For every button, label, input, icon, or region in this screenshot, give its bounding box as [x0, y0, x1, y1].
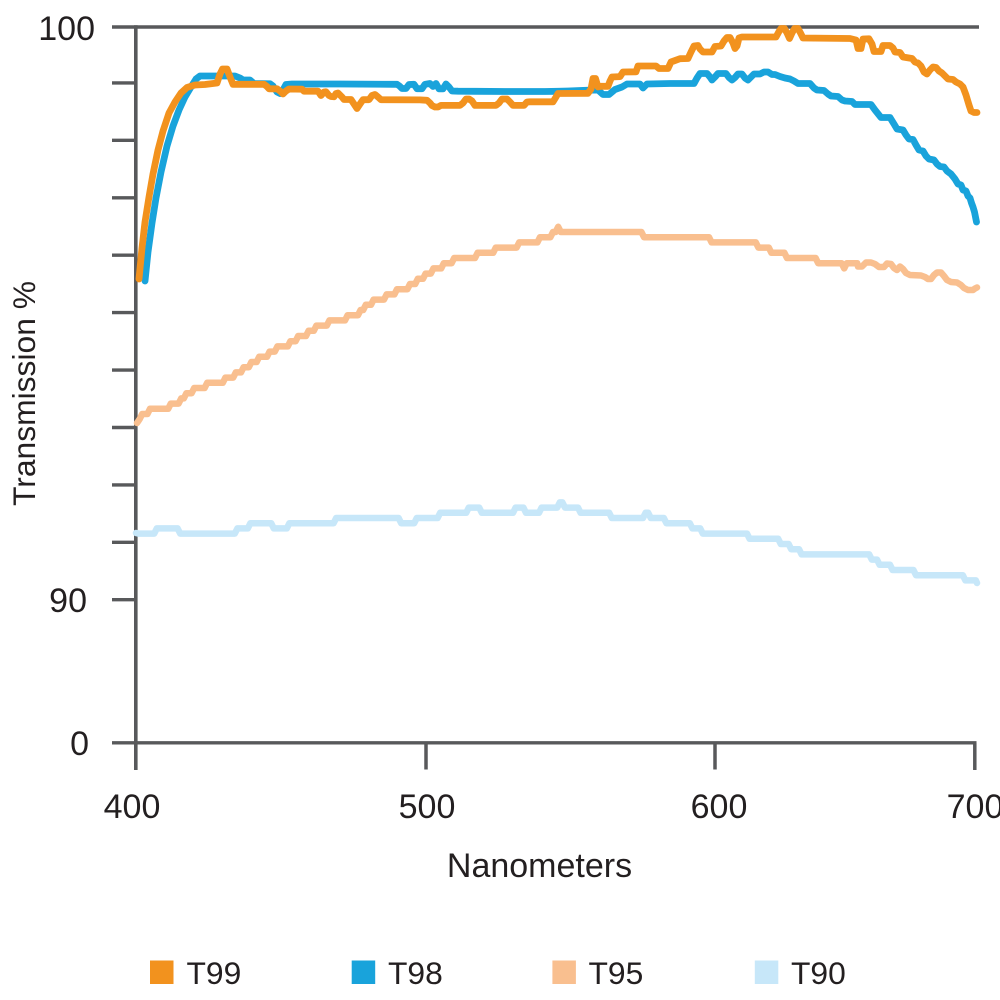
svg-text:100: 100 [38, 10, 95, 48]
svg-text:400: 400 [104, 788, 161, 826]
svg-text:500: 500 [399, 788, 456, 826]
svg-text:90: 90 [49, 582, 87, 620]
svg-text:700: 700 [947, 788, 1000, 826]
svg-text:600: 600 [691, 788, 748, 826]
svg-text:T98: T98 [388, 955, 443, 991]
svg-text:T90: T90 [791, 955, 846, 991]
svg-text:T99: T99 [187, 955, 242, 991]
svg-text:Transmission %: Transmission % [6, 281, 42, 506]
svg-text:T95: T95 [589, 955, 644, 991]
svg-text:Nanometers: Nanometers [447, 847, 632, 885]
svg-text:0: 0 [70, 725, 89, 763]
